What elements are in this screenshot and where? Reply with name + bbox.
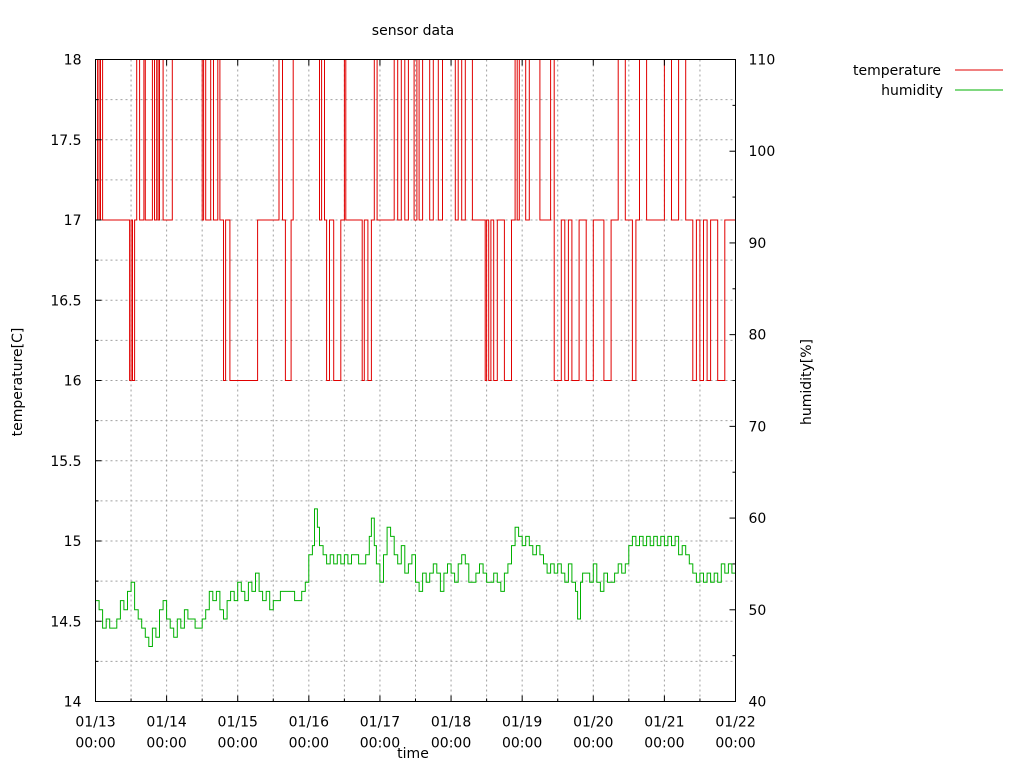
tick-marks bbox=[95, 59, 736, 702]
y-tick-label: 18 bbox=[64, 53, 82, 69]
x-tick-label: 01/17 00:00 bbox=[360, 715, 400, 752]
x-axis-label: time bbox=[397, 746, 429, 762]
series-line-humidity bbox=[95, 508, 736, 647]
y2-tick-label: 110 bbox=[749, 53, 776, 69]
y2-tick-label: 40 bbox=[749, 695, 767, 711]
x-tick-label: 01/20 00:00 bbox=[573, 715, 613, 752]
tick-labels: 01/13 00:00 01/14 00:00 01/15 00:00 01/16 00:00… bbox=[50, 53, 775, 752]
series-line-temperature bbox=[95, 59, 736, 381]
x-tick-label: 01/14 00:00 bbox=[146, 715, 186, 752]
x-tick-label: 01/22 00:00 bbox=[715, 715, 755, 752]
y-tick-label: 16.5 bbox=[50, 293, 81, 309]
x-tick-label: 01/13 00:00 bbox=[75, 715, 115, 752]
y2-tick-label: 100 bbox=[749, 144, 776, 160]
y-tick-label: 16 bbox=[64, 374, 82, 390]
y-axis-label: temperature[C] bbox=[10, 328, 26, 437]
x-tick-label: 01/15 00:00 bbox=[218, 715, 258, 752]
y2-tick-label: 50 bbox=[749, 603, 767, 619]
y2-tick-label: 60 bbox=[749, 511, 767, 527]
y2-tick-label: 80 bbox=[749, 328, 767, 344]
y-tick-label: 15.5 bbox=[50, 454, 81, 470]
y2-tick-label: 70 bbox=[749, 419, 767, 435]
chart-title: sensor data bbox=[372, 23, 454, 39]
y-tick-label: 17.5 bbox=[50, 133, 81, 149]
y-tick-label: 17 bbox=[64, 213, 82, 229]
x-tick-label: 01/21 00:00 bbox=[644, 715, 684, 752]
x-tick-label: 01/19 00:00 bbox=[502, 715, 542, 752]
series-lines bbox=[95, 59, 736, 647]
y2-axis-label: humidity[%] bbox=[799, 339, 815, 425]
legend: temperature humidity bbox=[853, 63, 1003, 99]
x-tick-label: 01/18 00:00 bbox=[431, 715, 471, 752]
legend-label-humidity: humidity bbox=[881, 83, 943, 99]
y-tick-label: 15 bbox=[64, 534, 82, 550]
legend-label-temperature: temperature bbox=[853, 63, 941, 79]
y-tick-label: 14 bbox=[64, 695, 82, 711]
y2-tick-label: 90 bbox=[749, 236, 767, 252]
x-tick-label: 01/16 00:00 bbox=[289, 715, 329, 752]
y-tick-label: 14.5 bbox=[50, 614, 81, 630]
